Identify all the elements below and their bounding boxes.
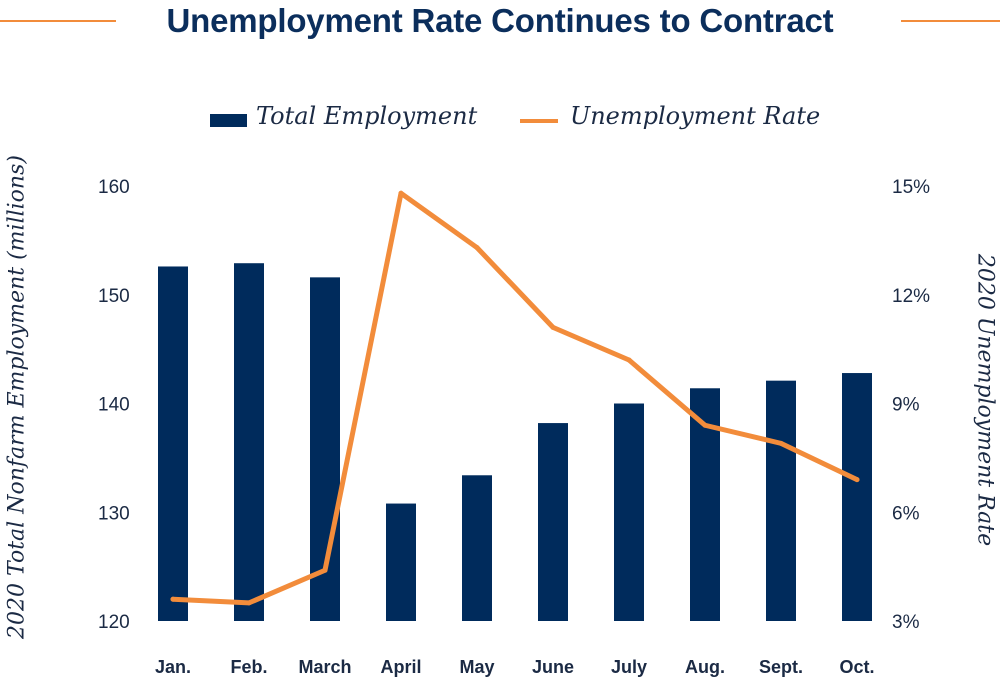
right-tick-label: 3%: [892, 612, 920, 633]
bar-10: [842, 373, 872, 621]
right-tick-label: 12%: [892, 286, 930, 307]
category-label: July: [611, 657, 647, 677]
category-label: April: [380, 657, 421, 677]
rate-point-4: [398, 190, 404, 196]
rate-point-10: [854, 477, 860, 483]
right-tick-label: 6%: [892, 503, 920, 524]
bar-9: [766, 380, 796, 621]
rate-point-2: [246, 600, 252, 606]
rate-point-3: [322, 567, 328, 573]
category-label: March: [298, 657, 351, 677]
rate-point-8: [702, 422, 708, 428]
rate-point-1: [170, 596, 176, 602]
rate-point-5: [474, 245, 480, 251]
category-label: Aug.: [685, 657, 725, 677]
legend-swatch-total-employment: [210, 114, 247, 127]
line-group: [170, 190, 860, 606]
left-tick-label: 130: [98, 503, 130, 524]
legend-label-unemployment-rate: Unemployment Rate: [570, 102, 821, 130]
rate-point-9: [778, 440, 784, 446]
left-tick-label: 150: [98, 286, 130, 307]
legend-label-total-employment: Total Employment: [256, 102, 478, 130]
bar-4: [386, 503, 416, 621]
unemployment-rate-line: [170, 190, 860, 606]
chart-title: Unemployment Rate Continues to Contract: [166, 2, 834, 39]
left-tick-label: 120: [98, 612, 130, 633]
title-rule-left: [0, 20, 116, 22]
bar-5: [462, 475, 492, 621]
title-area: Unemployment Rate Continues to Contract: [0, 0, 1000, 50]
category-label: Sept.: [759, 657, 803, 677]
bars-group: [158, 263, 872, 621]
right-tick-label: 9%: [892, 395, 920, 416]
bar-7: [614, 403, 644, 621]
legend: Total Employment Unemployment Rate: [0, 102, 1000, 138]
category-label: Feb.: [230, 657, 267, 677]
right-tick-label: 15%: [892, 177, 930, 198]
bar-1: [158, 266, 188, 621]
left-axis-ticks: 160 150 140 130 120: [98, 177, 130, 633]
left-tick-label: 160: [98, 177, 130, 198]
category-label: May: [459, 657, 494, 677]
legend-swatch-unemployment-rate: [520, 119, 558, 123]
category-label: June: [532, 657, 574, 677]
bar-6: [538, 423, 568, 621]
rate-point-6: [550, 324, 556, 330]
rate-point-7: [626, 357, 632, 363]
category-labels: Jan. Feb. March April May June July Aug. Sept. Oc…: [155, 657, 875, 677]
left-tick-label: 140: [98, 395, 130, 416]
category-label: Oct.: [839, 657, 874, 677]
bar-2: [234, 263, 264, 621]
category-label: Jan.: [155, 657, 191, 677]
title-rule-right: [901, 20, 1000, 22]
right-axis-ticks: 15% 12% 9% 6% 3%: [892, 177, 930, 633]
